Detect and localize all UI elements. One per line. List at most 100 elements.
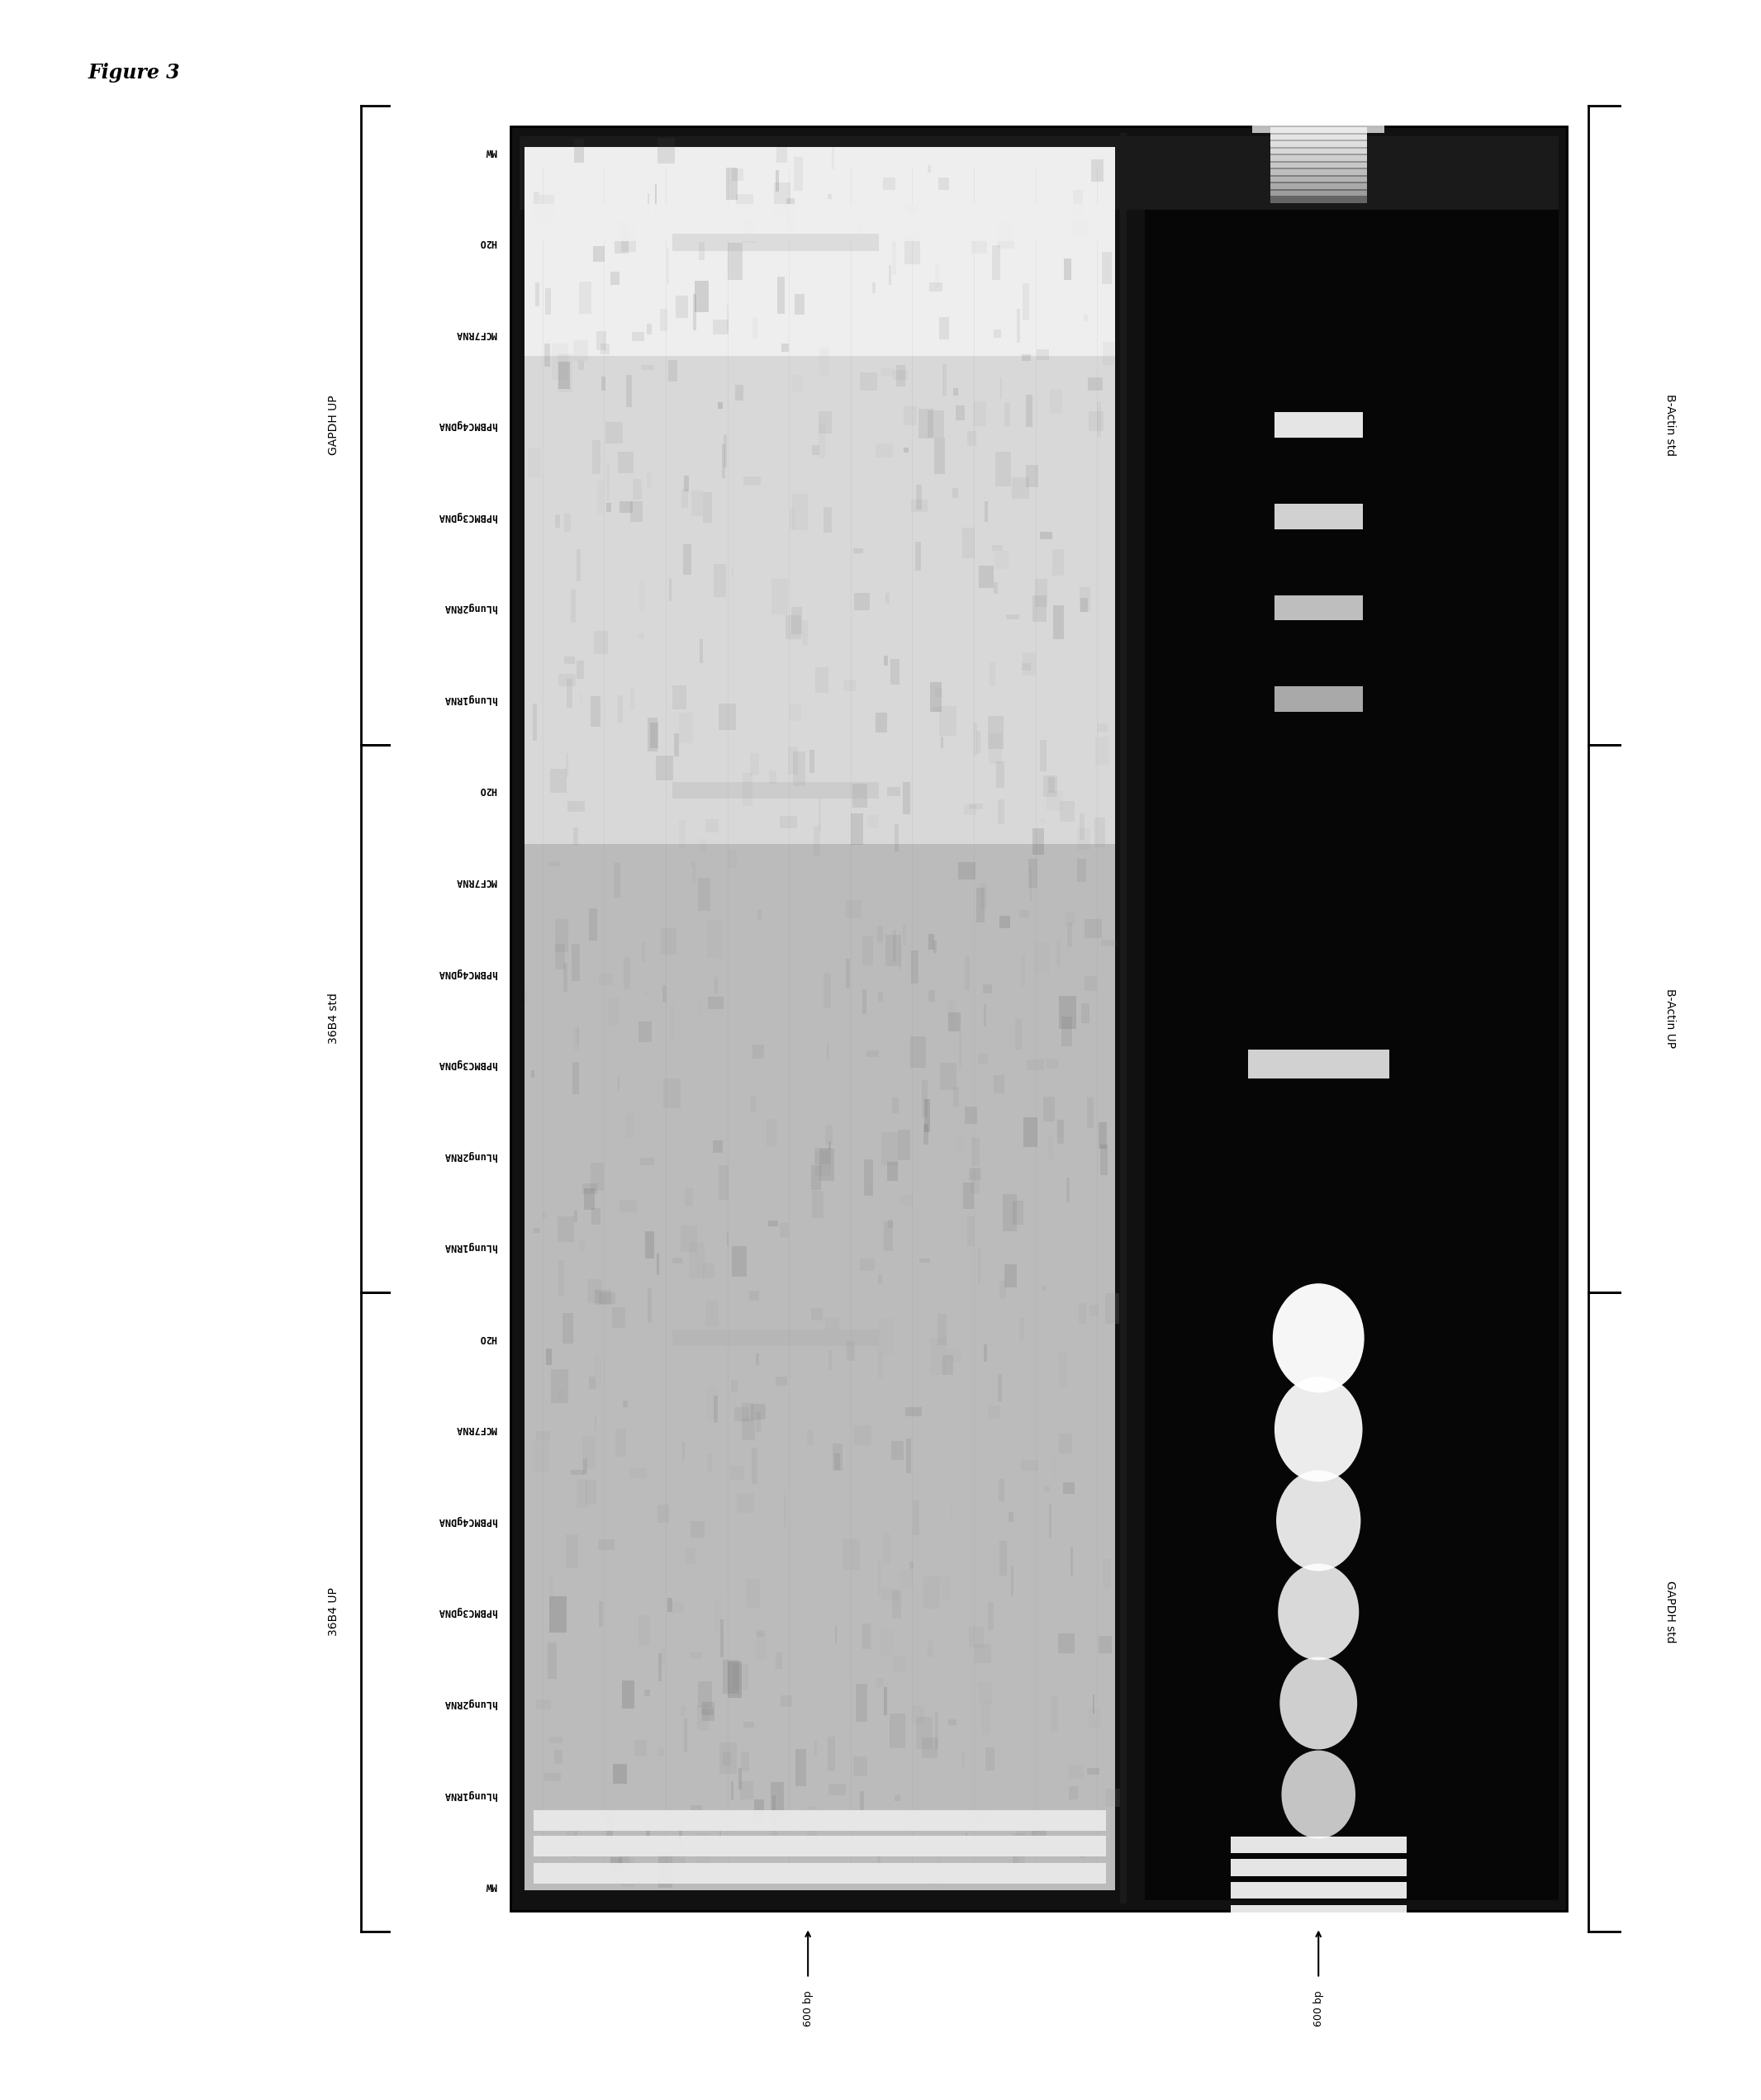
Bar [629, 1468, 646, 1478]
Bar [1231, 1905, 1407, 1922]
Bar [1270, 134, 1367, 147]
Bar [722, 443, 726, 479]
Bar [900, 1571, 912, 1588]
Bar [923, 1124, 928, 1145]
Bar [1023, 1117, 1037, 1147]
Bar [660, 928, 676, 953]
Bar [585, 1189, 595, 1210]
Bar [673, 1850, 685, 1873]
Bar [1071, 1548, 1072, 1575]
Circle shape [1282, 1751, 1356, 1840]
Bar [956, 1136, 963, 1153]
Bar [641, 1157, 653, 1166]
Bar [976, 731, 981, 754]
Bar [544, 344, 549, 368]
Bar [1092, 160, 1104, 181]
Bar [977, 1814, 988, 1821]
Bar [699, 998, 703, 1019]
Bar [736, 1493, 754, 1512]
Bar [939, 176, 949, 191]
Bar [835, 1625, 836, 1644]
Bar [632, 479, 643, 500]
Bar [880, 368, 895, 376]
Bar [847, 1342, 854, 1361]
Bar [928, 991, 935, 1002]
Bar [593, 632, 608, 655]
Bar [953, 388, 958, 395]
Bar [907, 206, 917, 212]
Bar [611, 271, 620, 286]
Bar [697, 878, 710, 911]
Bar [613, 1764, 627, 1783]
Bar [1039, 819, 1044, 823]
Bar [888, 1220, 893, 1228]
Bar [748, 1292, 759, 1300]
Bar [771, 1796, 775, 1825]
Bar [720, 1619, 724, 1657]
Bar [956, 405, 965, 420]
Bar [659, 1850, 673, 1888]
Bar [930, 281, 942, 292]
Bar [713, 319, 729, 334]
Bar [819, 424, 826, 458]
Bar [1044, 1096, 1055, 1121]
Bar [1058, 1352, 1067, 1386]
Bar [586, 1480, 595, 1506]
Text: GAPDH UP: GAPDH UP [328, 395, 340, 456]
Bar [692, 861, 694, 867]
Bar [715, 977, 718, 993]
Bar [588, 1376, 595, 1388]
Bar [879, 1352, 882, 1378]
Bar [928, 166, 932, 172]
Bar [912, 1705, 925, 1724]
Bar [682, 1441, 685, 1462]
Bar [718, 704, 736, 731]
Bar [1009, 1512, 1013, 1522]
Bar [785, 615, 801, 638]
Bar [595, 1289, 611, 1304]
Bar [859, 1258, 875, 1270]
Bar [549, 769, 567, 794]
Bar [949, 1720, 956, 1724]
Bar [715, 1598, 722, 1632]
Bar [736, 193, 754, 206]
Bar [893, 1657, 905, 1672]
Bar [988, 1602, 993, 1630]
Bar [692, 294, 696, 330]
Bar [1067, 922, 1072, 947]
Bar [1252, 113, 1384, 126]
Bar [669, 1004, 674, 1042]
Bar [770, 771, 777, 783]
Bar [1027, 464, 1037, 487]
Bar [755, 1411, 761, 1432]
Bar [666, 1812, 673, 1821]
Bar [731, 1781, 733, 1800]
Bar [750, 1096, 755, 1113]
Bar [703, 1262, 715, 1279]
Bar [549, 1575, 553, 1604]
Bar [733, 1663, 748, 1688]
Bar [960, 1033, 962, 1069]
Bar [1071, 220, 1088, 237]
Bar [826, 1126, 833, 1144]
Bar [613, 1308, 625, 1327]
Bar [678, 712, 694, 743]
Bar [877, 926, 882, 943]
Bar [574, 1212, 578, 1222]
Bar [622, 1858, 634, 1886]
Bar [595, 1415, 597, 1430]
Bar [965, 1833, 967, 1848]
Bar [738, 1768, 741, 1789]
Bar [534, 1863, 1106, 1884]
Bar [718, 1812, 722, 1844]
Bar [1000, 378, 1002, 399]
Bar [921, 1079, 928, 1117]
Bar [1270, 149, 1367, 162]
Bar [535, 1430, 549, 1441]
Bar [727, 304, 729, 332]
Bar [766, 1119, 777, 1147]
Bar [648, 193, 650, 231]
Bar [1023, 284, 1028, 319]
Bar [708, 920, 722, 958]
Bar [880, 1588, 898, 1600]
